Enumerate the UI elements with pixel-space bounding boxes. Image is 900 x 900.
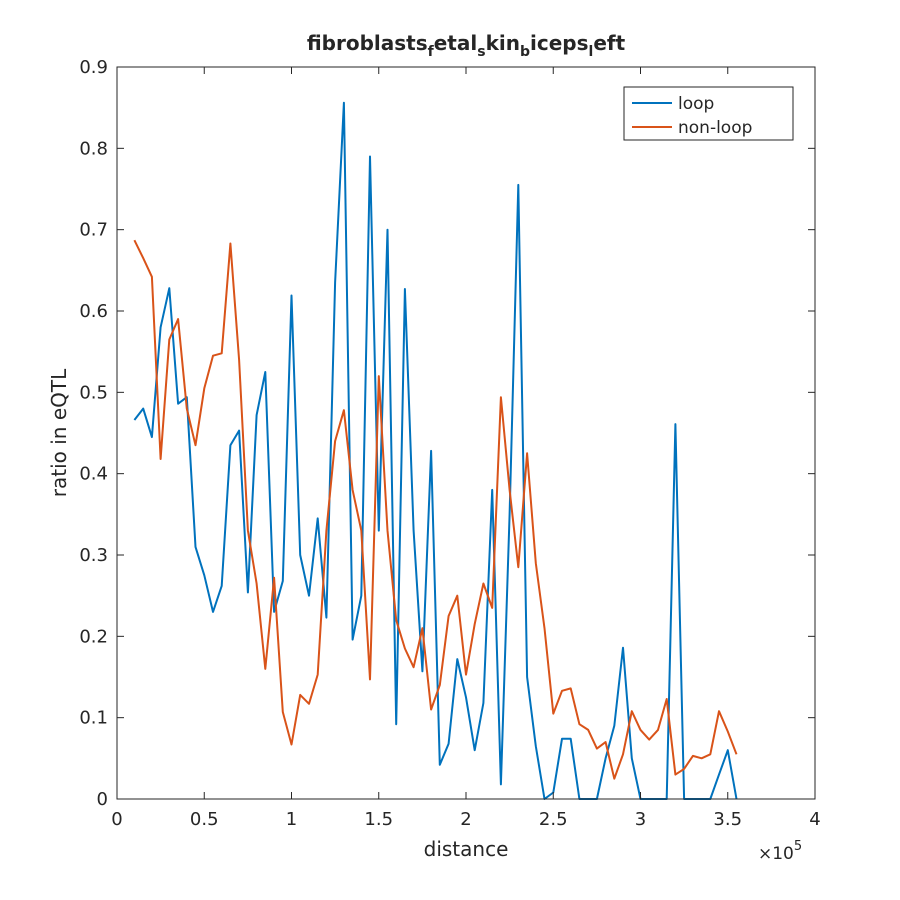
x-exponent-power: 5 xyxy=(794,839,802,854)
series-line-non-loop xyxy=(133,239,738,780)
chart-title-text: fibroblastsfetalskinbicepsleft xyxy=(307,31,626,60)
series-line-loop xyxy=(133,101,738,800)
x-tick-label: 0.5 xyxy=(190,809,219,830)
legend-label-non-loop: non-loop xyxy=(678,118,752,138)
y-tick-label: 0 xyxy=(97,789,108,810)
y-tick-label: 0.7 xyxy=(79,220,108,241)
y-axis-label: ratio in eQTL xyxy=(47,368,71,497)
x-exponent-base: ×10 xyxy=(758,844,794,864)
y-axis: 0 0.1 0.2 0.3 0.4 0.5 0.6 0.7 0.8 0.9 xyxy=(79,57,815,810)
x-tick-label: 1.5 xyxy=(364,809,393,830)
legend-label-loop: loop xyxy=(678,94,714,114)
y-tick-label: 0.2 xyxy=(79,626,108,647)
x-axis-label: distance xyxy=(424,837,509,861)
legend-box xyxy=(623,86,794,141)
chart-title: fibroblastsfetalskinbicepsleft xyxy=(307,31,626,60)
x-tick-label: 3.5 xyxy=(713,809,742,830)
x-tick-label: 1 xyxy=(286,809,297,830)
y-tick-label: 0.9 xyxy=(79,57,108,78)
y-tick-label: 0.5 xyxy=(79,382,108,403)
x-tick-label: 3 xyxy=(635,809,646,830)
x-tick-label: 2.5 xyxy=(539,809,568,830)
y-tick-label: 0.1 xyxy=(79,708,108,729)
y-tick-label: 0.4 xyxy=(79,464,108,485)
x-tick-label: 4 xyxy=(809,809,820,830)
x-exponent-label: ×105 xyxy=(758,839,802,864)
y-tick-label: 0.6 xyxy=(79,301,108,322)
y-tick-label: 0.8 xyxy=(79,138,108,159)
series-group xyxy=(133,101,738,800)
x-tick-label: 0 xyxy=(111,809,122,830)
x-tick-label: 2 xyxy=(460,809,471,830)
x-axis: 0 0.5 1 1.5 2 2.5 3 3.5 4 xyxy=(111,67,821,830)
legend: loop non-loop xyxy=(623,86,794,141)
y-tick-label: 0.3 xyxy=(79,545,108,566)
